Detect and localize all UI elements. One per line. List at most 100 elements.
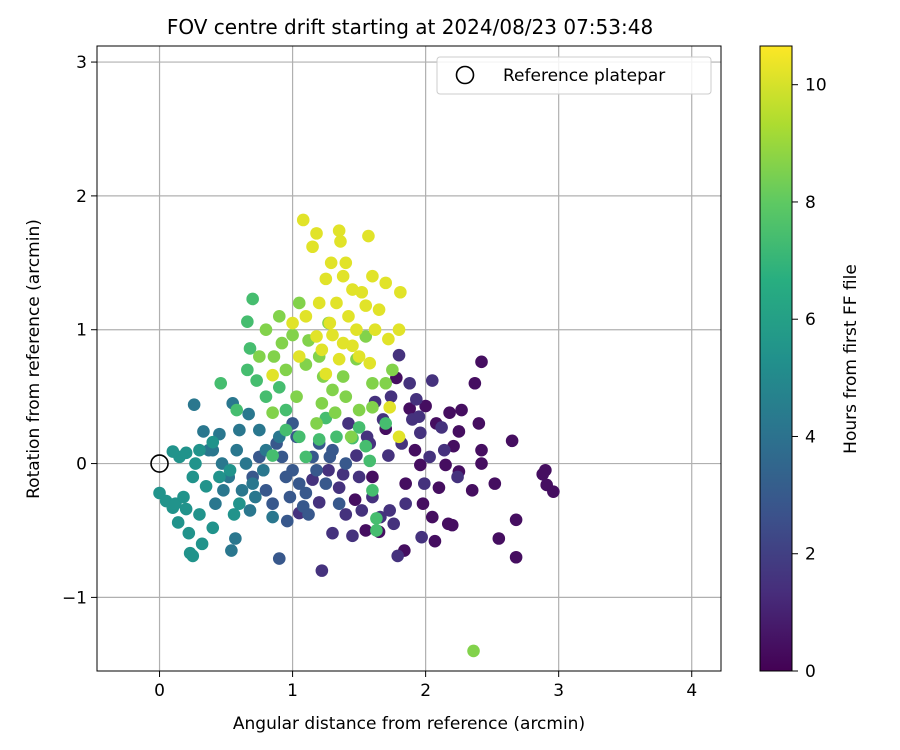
data-point xyxy=(166,445,180,458)
data-point xyxy=(465,484,479,497)
legend-marker-reference xyxy=(455,65,475,85)
data-point xyxy=(241,315,254,328)
data-point xyxy=(363,356,377,370)
data-point xyxy=(359,439,373,453)
data-point xyxy=(323,316,337,330)
data-point xyxy=(475,457,488,470)
data-point xyxy=(352,470,366,484)
data-point xyxy=(275,336,289,350)
data-point xyxy=(332,481,346,494)
colorbar-tick-label: 8 xyxy=(805,193,816,213)
data-point xyxy=(399,477,412,490)
data-point xyxy=(492,532,506,545)
data-point xyxy=(250,374,263,387)
data-point xyxy=(330,430,343,444)
data-point xyxy=(408,443,422,457)
x-tick-label: 4 xyxy=(686,681,697,701)
data-point xyxy=(243,342,257,355)
x-axis-ticks: 0 1 2 3 4 xyxy=(154,671,697,701)
data-point xyxy=(266,510,279,524)
y-axis-label: Rotation from reference (arcmin) xyxy=(24,219,44,499)
legend-box xyxy=(436,56,712,95)
data-point xyxy=(392,348,406,362)
plot-area xyxy=(97,46,721,671)
data-point xyxy=(193,443,206,457)
y-tick-label: 1 xyxy=(76,321,87,341)
data-point xyxy=(187,398,201,411)
data-point xyxy=(310,330,323,343)
data-point xyxy=(425,510,439,524)
y-tick-label: 2 xyxy=(76,187,87,207)
data-point xyxy=(352,403,366,417)
data-point xyxy=(339,256,353,270)
data-point xyxy=(352,350,366,363)
data-point xyxy=(292,477,306,490)
data-point xyxy=(379,276,393,290)
data-point xyxy=(206,521,220,535)
data-point xyxy=(360,430,374,444)
data-point xyxy=(392,323,406,337)
data-point xyxy=(319,477,333,490)
data-point xyxy=(279,403,293,417)
data-point xyxy=(455,403,468,417)
data-point xyxy=(352,421,366,434)
data-point xyxy=(280,514,294,528)
data-point xyxy=(348,493,362,506)
data-point xyxy=(441,517,455,531)
data-point xyxy=(425,374,439,387)
data-point xyxy=(292,350,306,363)
data-point xyxy=(283,490,297,504)
data-point xyxy=(359,330,373,343)
data-point xyxy=(179,502,193,516)
data-point xyxy=(249,490,262,504)
data-point xyxy=(272,380,286,394)
x-tick-label: 1 xyxy=(287,681,298,701)
data-point xyxy=(332,352,346,366)
data-point xyxy=(362,229,375,243)
reference-marker xyxy=(150,454,169,473)
data-point xyxy=(310,417,323,430)
data-point xyxy=(414,458,427,472)
data-point xyxy=(326,383,339,397)
data-point xyxy=(182,526,196,540)
data-point xyxy=(339,457,353,470)
data-point xyxy=(372,303,386,316)
data-point xyxy=(206,435,220,449)
data-point xyxy=(286,316,299,330)
data-point xyxy=(322,463,335,477)
data-point xyxy=(259,484,273,497)
data-point xyxy=(239,457,253,470)
data-point xyxy=(296,213,310,227)
plot-border xyxy=(96,45,722,672)
colorbar: 0 2 4 6 8 10 Hours from first FF file xyxy=(759,45,861,682)
colorbar-tick-label: 2 xyxy=(805,545,816,565)
data-point xyxy=(266,449,279,462)
data-point xyxy=(366,376,379,390)
colorbar-tick-label: 6 xyxy=(805,310,816,330)
data-point xyxy=(310,227,323,240)
data-point xyxy=(416,497,430,511)
data-point xyxy=(246,477,259,490)
data-point xyxy=(275,450,289,464)
data-point xyxy=(384,390,398,403)
y-tick-label: 3 xyxy=(76,53,87,73)
x-axis-label: Angular distance from reference (arcmin) xyxy=(233,714,585,734)
data-point xyxy=(547,485,560,498)
data-point xyxy=(428,534,442,548)
data-point xyxy=(326,526,339,540)
colorbar-tick-label: 4 xyxy=(805,427,816,447)
data-point xyxy=(312,496,326,509)
y-tick-label: 0 xyxy=(76,455,87,475)
colorbar-ticks: 0 2 4 6 8 10 xyxy=(792,76,827,682)
data-point xyxy=(229,532,242,545)
data-point xyxy=(241,363,254,377)
x-tick-label: 2 xyxy=(420,681,431,701)
data-point xyxy=(299,450,313,464)
legend: Reference platepar xyxy=(436,56,712,95)
y-tick-label: −1 xyxy=(62,588,87,608)
data-point xyxy=(412,410,426,424)
data-point xyxy=(355,504,369,517)
data-point xyxy=(259,390,273,403)
data-point xyxy=(414,426,427,440)
